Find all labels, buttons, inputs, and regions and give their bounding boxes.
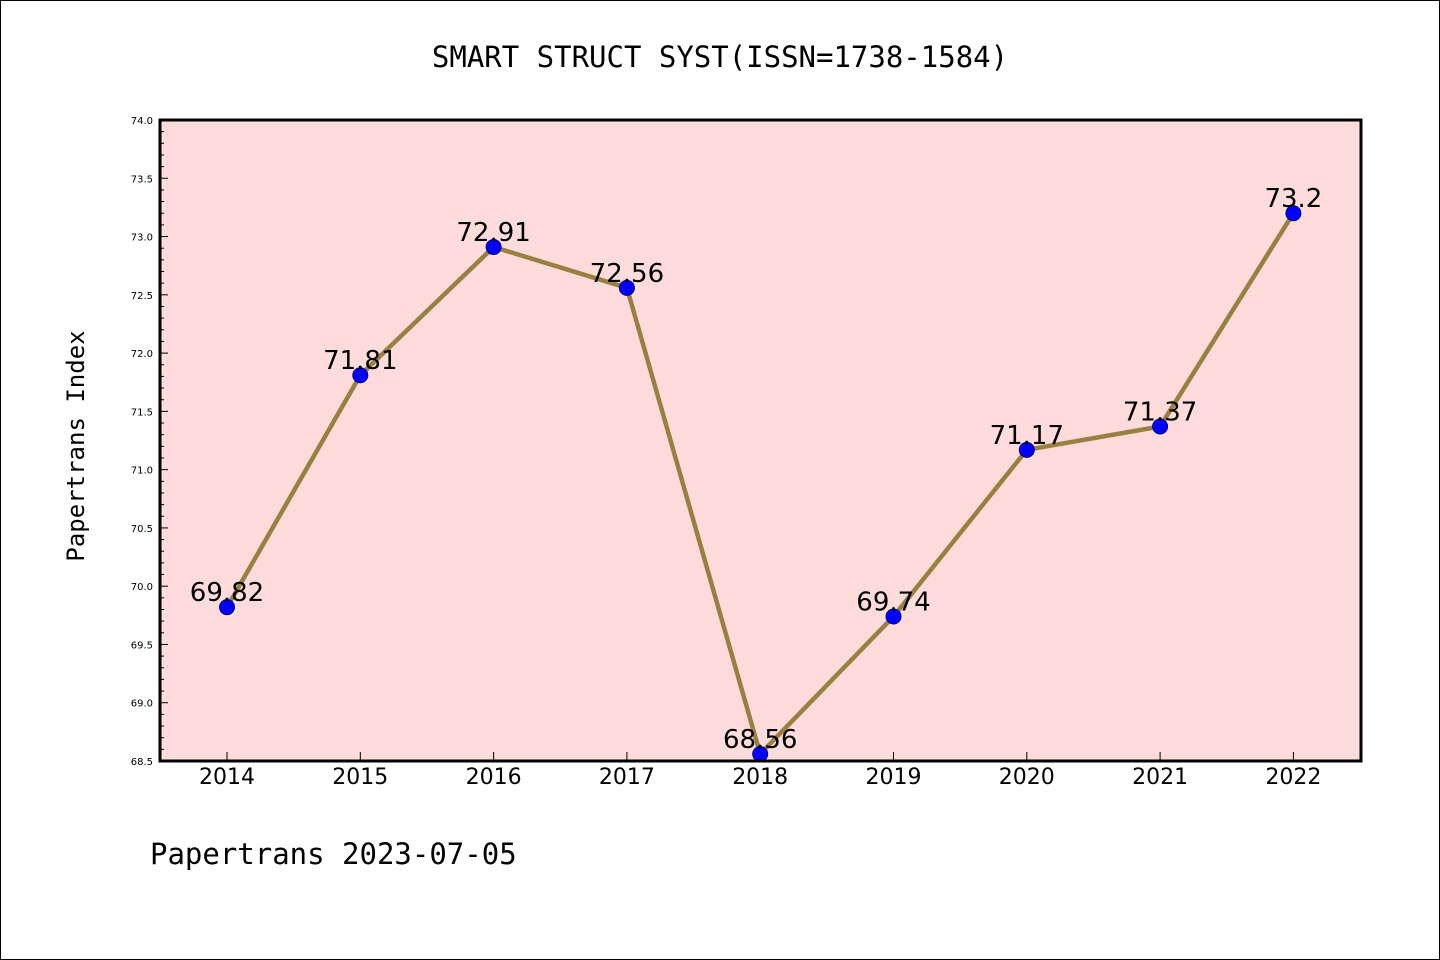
data-label: 71.17 [990, 421, 1064, 451]
data-label: 73.2 [1264, 184, 1322, 214]
data-label: 71.37 [1123, 398, 1197, 428]
data-point [1152, 418, 1169, 435]
plot-border [158, 118, 1363, 763]
data-label: 72.91 [456, 218, 530, 248]
x-tick-label: 2015 [332, 765, 388, 790]
y-tick-label: 71.5 [131, 407, 153, 418]
chart-title: SMART STRUCT SYST(ISSN=1738-1584) [432, 40, 1008, 74]
x-tick-label: 2014 [199, 765, 255, 790]
x-tick-label: 2020 [999, 765, 1055, 790]
series-layer [219, 205, 1302, 763]
x-tick-label: 2019 [866, 765, 922, 790]
y-tick-label: 72.5 [131, 291, 153, 302]
y-tick-label: 74.0 [131, 116, 153, 127]
y-tick-label: 69.0 [131, 699, 153, 710]
y-tick-label: 72.0 [131, 349, 153, 360]
data-labels: 69.82 71.81 72.91 72.56 68.56 69.74 71.17 71.37… [190, 184, 1323, 755]
x-tick-label: 2016 [466, 765, 522, 790]
y-tick-label: 73.5 [131, 174, 153, 185]
data-point [352, 367, 369, 384]
data-label: 68.56 [723, 725, 797, 755]
data-point [618, 279, 635, 296]
data-label: 72.56 [590, 259, 664, 289]
x-tick-label: 2021 [1132, 765, 1188, 790]
data-label: 69.74 [856, 587, 930, 617]
y-tick-label: 69.5 [131, 640, 153, 651]
y-tick-label: 70.0 [131, 582, 153, 593]
footer-text: Papertrans 2023-07-05 [150, 837, 517, 871]
y-axis-label: Papertrans Index [62, 330, 90, 561]
data-label: 71.81 [323, 346, 397, 376]
y-tick-label: 73.0 [131, 233, 153, 244]
y-tick-label: 68.5 [131, 757, 153, 768]
x-axis-ticks: 2014 2015 2016 2017 2018 2019 2020 2021 2022 [199, 752, 1321, 790]
y-tick-label: 71.0 [131, 466, 153, 477]
plot-area [160, 120, 1361, 761]
data-point [219, 599, 235, 616]
data-label: 69.82 [190, 578, 264, 608]
data-point [1285, 205, 1302, 222]
x-tick-label: 2022 [1265, 765, 1321, 790]
data-point [485, 239, 502, 256]
x-tick-label: 2017 [599, 765, 655, 790]
data-point [885, 608, 902, 625]
data-point [1018, 441, 1035, 458]
x-tick-label: 2018 [732, 765, 788, 790]
y-tick-label: 70.5 [131, 524, 153, 535]
